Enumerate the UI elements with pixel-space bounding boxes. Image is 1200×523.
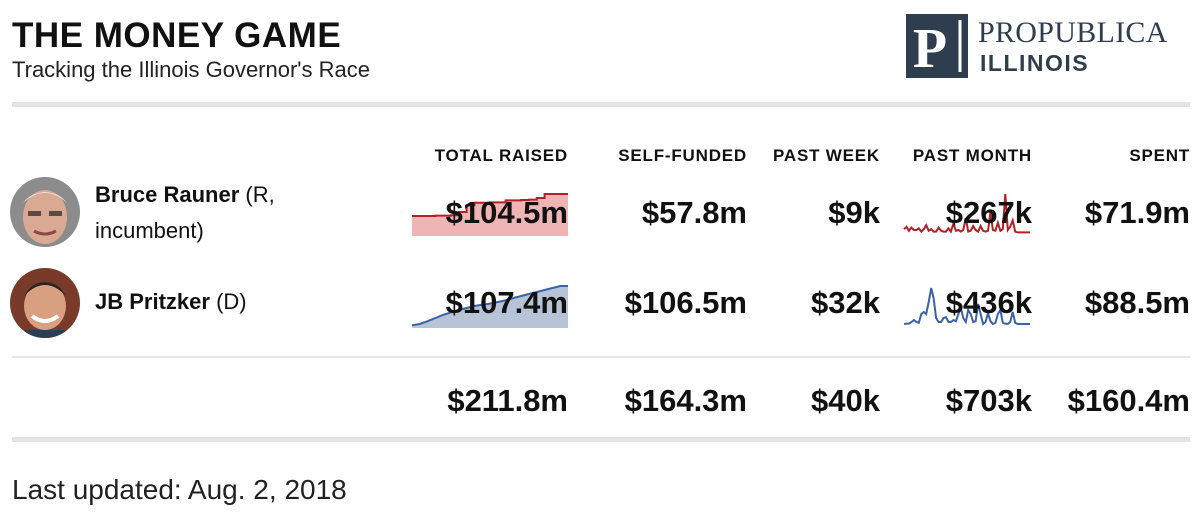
pritzker-total-raised: $107.4m bbox=[445, 285, 568, 320]
header-self-funded: SELF-FUNDED bbox=[618, 146, 747, 165]
pritzker-past-month-sparkline bbox=[903, 287, 1030, 326]
rauner-total-raised-area bbox=[412, 194, 568, 236]
avatar-pritzker bbox=[10, 268, 80, 338]
candidate-rauner-affiliation-cont: incumbent) bbox=[95, 218, 204, 243]
rauner-spent: $71.9m bbox=[1084, 195, 1190, 230]
rauner-total-raised-line bbox=[412, 193, 568, 217]
header-past-week: PAST WEEK bbox=[772, 146, 880, 165]
pritzker-total-raised-sparkline bbox=[411, 285, 568, 328]
total-spent: $160.4m bbox=[1067, 383, 1190, 418]
rauner-past-month-sparkline bbox=[903, 193, 1030, 234]
rauner-self-funded: $57.8m bbox=[641, 195, 747, 230]
pritzker-past-week: $32k bbox=[811, 285, 880, 320]
rauner-past-week: $9k bbox=[828, 195, 880, 230]
page-title: THE MONEY GAME bbox=[12, 16, 342, 55]
bottom-divider bbox=[12, 437, 1190, 442]
candidate-rauner-name: Bruce Rauner bbox=[95, 182, 240, 207]
propublica-illinois-logo[interactable]: P PROPUBLICA ILLINOIS bbox=[906, 14, 1196, 80]
total-past-month: $703k bbox=[945, 383, 1032, 418]
candidate-rauner: Bruce Rauner (R, incumbent) bbox=[95, 177, 335, 249]
header-past-month: PAST MONTH bbox=[912, 146, 1032, 165]
rauner-past-month-line bbox=[903, 193, 1030, 234]
rauner-total-raised-sparkline bbox=[412, 193, 568, 236]
rauner-past-month: $267k bbox=[945, 195, 1032, 230]
pritzker-self-funded: $106.5m bbox=[624, 285, 747, 320]
logo-wordmark: PROPUBLICA bbox=[978, 16, 1168, 49]
pritzker-total-raised-line bbox=[411, 285, 568, 327]
avatar-rauner bbox=[10, 177, 80, 247]
pritzker-spent: $88.5m bbox=[1084, 285, 1190, 320]
candidate-pritzker-name: JB Pritzker bbox=[95, 289, 210, 314]
candidate-pritzker: JB Pritzker (D) bbox=[95, 284, 335, 320]
total-total-raised: $211.8m bbox=[447, 383, 568, 418]
propublica-logo-icon: P bbox=[906, 14, 968, 78]
pritzker-past-month-line bbox=[903, 287, 1030, 326]
header-total-raised: TOTAL RAISED bbox=[434, 146, 568, 165]
last-updated: Last updated: Aug. 2, 2018 bbox=[12, 474, 347, 505]
totals-divider bbox=[12, 356, 1190, 358]
logo-region: ILLINOIS bbox=[980, 50, 1090, 76]
candidate-rauner-affiliation: (R, bbox=[245, 182, 275, 207]
page-subtitle: Tracking the Illinois Governor's Race bbox=[12, 57, 370, 82]
total-past-week: $40k bbox=[811, 383, 880, 418]
pritzker-total-raised-area bbox=[412, 286, 568, 328]
header-spent: SPENT bbox=[1129, 146, 1190, 165]
candidate-pritzker-affiliation: (D) bbox=[216, 289, 247, 314]
total-self-funded: $164.3m bbox=[624, 383, 747, 418]
pritzker-past-month: $436k bbox=[945, 285, 1032, 320]
logo-mark-letter: P bbox=[913, 18, 947, 78]
rauner-total-raised: $104.5m bbox=[445, 195, 568, 230]
top-divider bbox=[12, 102, 1190, 107]
